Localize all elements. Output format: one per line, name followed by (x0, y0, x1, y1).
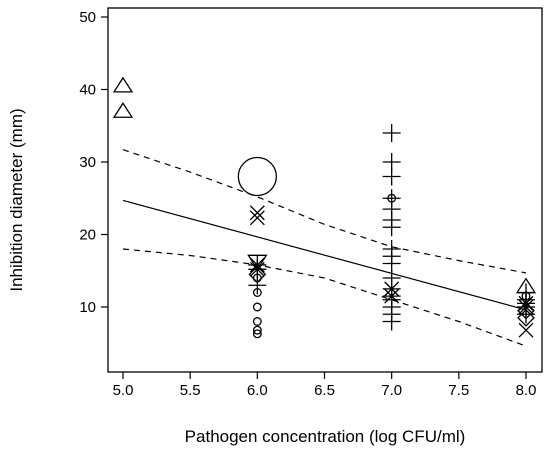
y-tick-label: 10 (79, 299, 96, 316)
plus-marker (382, 167, 401, 186)
circle-marker (252, 302, 262, 312)
data-point (252, 317, 262, 326)
y-tick-label: 20 (79, 227, 96, 244)
x-marker (249, 210, 265, 226)
x-tick-label: 6.5 (314, 382, 335, 399)
x-tick-label: 5.5 (180, 382, 201, 399)
triangle-marker (247, 254, 268, 271)
plot-frame (107, 7, 543, 373)
x-axis-label: Pathogen concentration (log CFU/ml) (185, 427, 466, 446)
x-tick-label: 5.0 (113, 382, 134, 399)
circle-marker (252, 273, 262, 283)
data-point (112, 102, 134, 118)
confidence-band-line (122, 248, 527, 347)
data-point (247, 254, 268, 271)
y-tick-label: 40 (79, 82, 96, 99)
data-point (252, 302, 262, 312)
data-point (252, 329, 262, 339)
circle-marker (252, 288, 262, 297)
x-tick-label: 7.0 (381, 382, 402, 399)
star-marker (248, 260, 267, 279)
data-point (518, 322, 534, 338)
plus-marker (517, 305, 535, 324)
triangle-marker (112, 102, 134, 118)
data-point (382, 218, 401, 237)
data-point (249, 210, 265, 226)
plus-marker (382, 124, 401, 142)
plus-marker (382, 312, 401, 331)
y-tick-label: 30 (79, 154, 96, 171)
data-point (382, 124, 401, 142)
circle-marker (237, 156, 277, 197)
plus-marker (248, 276, 267, 295)
data-point (248, 260, 267, 279)
confidence-band-line (122, 149, 527, 274)
y-axis-label: Inhibition diameter (mm) (7, 108, 26, 291)
x-marker (518, 322, 534, 338)
regression-line (122, 199, 527, 311)
data-point (382, 312, 401, 331)
y-tick-label: 50 (79, 9, 96, 26)
triangle-marker (112, 76, 134, 93)
circle-marker (252, 317, 262, 326)
x-tick-label: 8.0 (516, 382, 537, 399)
data-point (248, 276, 267, 295)
data-point (252, 288, 262, 297)
data-point (237, 156, 277, 197)
data-point (249, 205, 265, 221)
plus-marker (382, 218, 401, 237)
x-marker (249, 205, 265, 221)
axes: 5.0 5.5 6.0 6.5 7.0 7.5 8.0 10 20 30 40 50 (79, 7, 543, 399)
data-point (517, 308, 535, 327)
plot-area (112, 76, 537, 347)
circle-marker (252, 329, 262, 339)
diamond-marker (517, 308, 535, 327)
data-point (252, 273, 262, 283)
circle-marker (252, 325, 262, 335)
data-point (382, 167, 401, 186)
data-point (252, 325, 262, 335)
data-point (112, 76, 134, 93)
x-tick-label: 6.0 (247, 382, 268, 399)
data-point (517, 305, 535, 324)
x-tick-label: 7.5 (448, 382, 469, 399)
